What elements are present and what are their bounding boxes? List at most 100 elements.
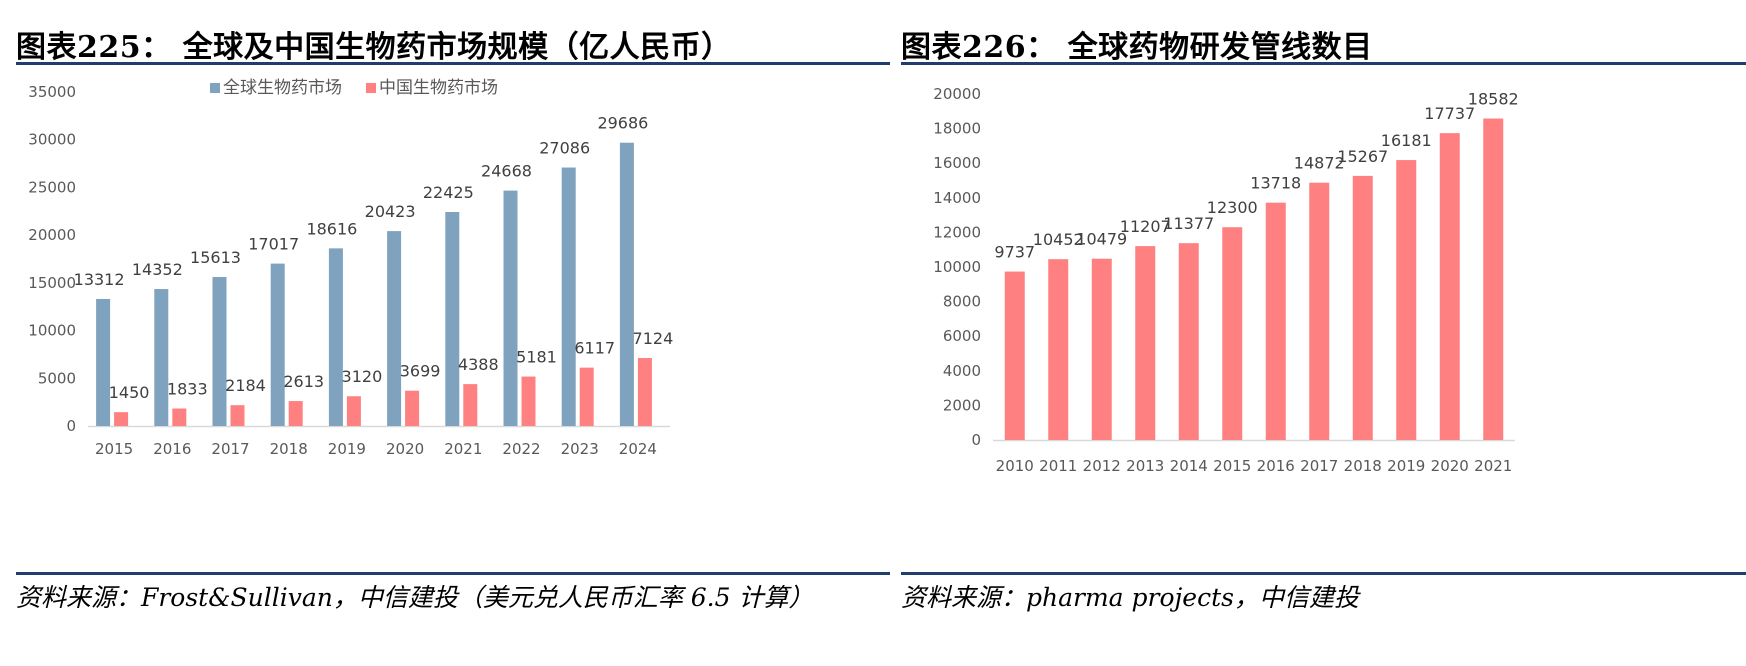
y-tick-label: 6000 xyxy=(943,327,981,345)
x-tick-label: 2014 xyxy=(1170,457,1208,475)
global-bar xyxy=(503,190,518,426)
data-label: 17017 xyxy=(248,235,299,254)
x-tick-label: 2020 xyxy=(386,440,424,458)
data-label: 18582 xyxy=(1468,90,1519,109)
data-label: 14352 xyxy=(132,260,183,279)
legend-label-china: 中国生物药市场 xyxy=(379,78,498,98)
global-bar xyxy=(328,248,343,426)
global-bar xyxy=(561,167,576,427)
china-bar xyxy=(114,412,129,426)
pipeline-bar xyxy=(1091,258,1112,440)
legend-swatch-china xyxy=(366,83,376,93)
x-tick-label: 2023 xyxy=(561,440,599,458)
x-tick-label: 2016 xyxy=(1257,457,1295,475)
data-label: 14872 xyxy=(1294,154,1345,173)
y-tick-label: 4000 xyxy=(943,362,981,380)
right-source-note: 资料来源：pharma projects，中信建投 xyxy=(901,583,1359,612)
china-bar xyxy=(637,358,652,426)
global-bar xyxy=(96,298,111,426)
data-label: 13312 xyxy=(74,270,125,289)
data-label: 24668 xyxy=(481,162,532,181)
x-tick-label: 2017 xyxy=(211,440,249,458)
y-tick-label: 35000 xyxy=(28,83,76,101)
right-source-rule xyxy=(901,572,1746,575)
x-tick-label: 2012 xyxy=(1083,457,1121,475)
x-tick-label: 2021 xyxy=(444,440,482,458)
x-tick-label: 2011 xyxy=(1039,457,1077,475)
left-title-rule xyxy=(16,62,890,65)
data-label: 3699 xyxy=(400,362,441,381)
data-label: 20423 xyxy=(365,202,416,221)
data-label: 29686 xyxy=(597,114,648,133)
data-label: 5181 xyxy=(516,348,557,367)
x-tick-label: 2018 xyxy=(1344,457,1382,475)
data-label: 2184 xyxy=(225,376,266,395)
x-tick-label: 2018 xyxy=(270,440,308,458)
y-tick-label: 12000 xyxy=(933,223,981,241)
right-bar-chart: 0 2000 4000 6000 8000 10000 12000 14000 16000 180… xyxy=(933,85,1519,475)
y-tick-label: 2000 xyxy=(943,396,981,414)
data-label: 9737 xyxy=(994,243,1035,262)
right-title-rule xyxy=(901,62,1746,65)
x-tick-label: 2016 xyxy=(153,440,191,458)
pipeline-bar xyxy=(1396,160,1417,440)
data-label: 11207 xyxy=(1120,217,1171,236)
data-label: 15613 xyxy=(190,248,241,267)
y-tick-label: 15000 xyxy=(28,274,76,292)
data-label: 10452 xyxy=(1033,230,1084,249)
data-label: 27086 xyxy=(539,139,590,158)
data-label: 15267 xyxy=(1337,147,1388,166)
right-figure-title: 图表226： 全球药物研发管线数目 xyxy=(901,30,1373,65)
data-label: 18616 xyxy=(306,219,357,238)
pipeline-bar xyxy=(1439,133,1460,440)
global-bar xyxy=(387,231,402,426)
data-label: 17737 xyxy=(1424,104,1475,123)
x-tick-label: 2021 xyxy=(1474,457,1512,475)
data-label: 2613 xyxy=(283,372,324,391)
x-tick-label: 2019 xyxy=(1387,457,1425,475)
y-tick-label: 25000 xyxy=(28,178,76,196)
y-tick-label: 5000 xyxy=(38,369,76,387)
global-bar xyxy=(212,277,227,426)
right-figure-panel: 图表226： 全球药物研发管线数目 0 2000 4000 6000 8000 10000… xyxy=(893,0,1746,666)
y-tick-label: 10000 xyxy=(933,258,981,276)
legend-label-global: 全球生物药市场 xyxy=(223,78,342,98)
x-tick-label: 2013 xyxy=(1126,457,1164,475)
y-tick-label: 8000 xyxy=(943,293,981,311)
y-tick-label: 0 xyxy=(971,431,981,449)
pipeline-bar xyxy=(1178,243,1199,440)
left-figure-title: 图表225： 全球及中国生物药市场规模（亿人民币） xyxy=(16,30,732,65)
pipeline-bar xyxy=(1352,175,1373,440)
pipeline-bar xyxy=(1309,182,1330,440)
x-tick-label: 2015 xyxy=(1213,457,1251,475)
y-tick-label: 0 xyxy=(66,417,76,435)
global-bar xyxy=(445,212,460,426)
y-tick-label: 20000 xyxy=(933,85,981,103)
data-label: 12300 xyxy=(1207,198,1258,217)
y-tick-label: 16000 xyxy=(933,154,981,172)
china-bar xyxy=(579,367,594,426)
data-label: 1833 xyxy=(167,380,208,399)
global-bar xyxy=(270,263,285,426)
pipeline-bar xyxy=(1222,227,1243,440)
china-bar xyxy=(288,401,303,426)
x-tick-label: 2010 xyxy=(996,457,1034,475)
china-bar xyxy=(405,390,420,426)
china-bar xyxy=(346,396,361,426)
global-bar xyxy=(154,289,169,426)
data-label: 7124 xyxy=(633,329,674,348)
y-tick-label: 30000 xyxy=(28,131,76,149)
x-tick-label: 2017 xyxy=(1300,457,1338,475)
china-bar xyxy=(230,405,245,426)
left-bar-chart: 0 5000 10000 15000 20000 25000 30000 35000 2015 1… xyxy=(28,78,674,458)
pipeline-bar xyxy=(1048,259,1069,440)
left-source-rule xyxy=(16,572,890,575)
y-tick-label: 20000 xyxy=(28,226,76,244)
data-label: 16181 xyxy=(1381,131,1432,150)
legend-swatch-global xyxy=(210,83,220,93)
data-label: 11377 xyxy=(1163,214,1214,233)
data-label: 3120 xyxy=(342,367,383,386)
y-tick-label: 18000 xyxy=(933,120,981,138)
data-label: 6117 xyxy=(574,339,615,358)
china-bar xyxy=(463,384,478,426)
